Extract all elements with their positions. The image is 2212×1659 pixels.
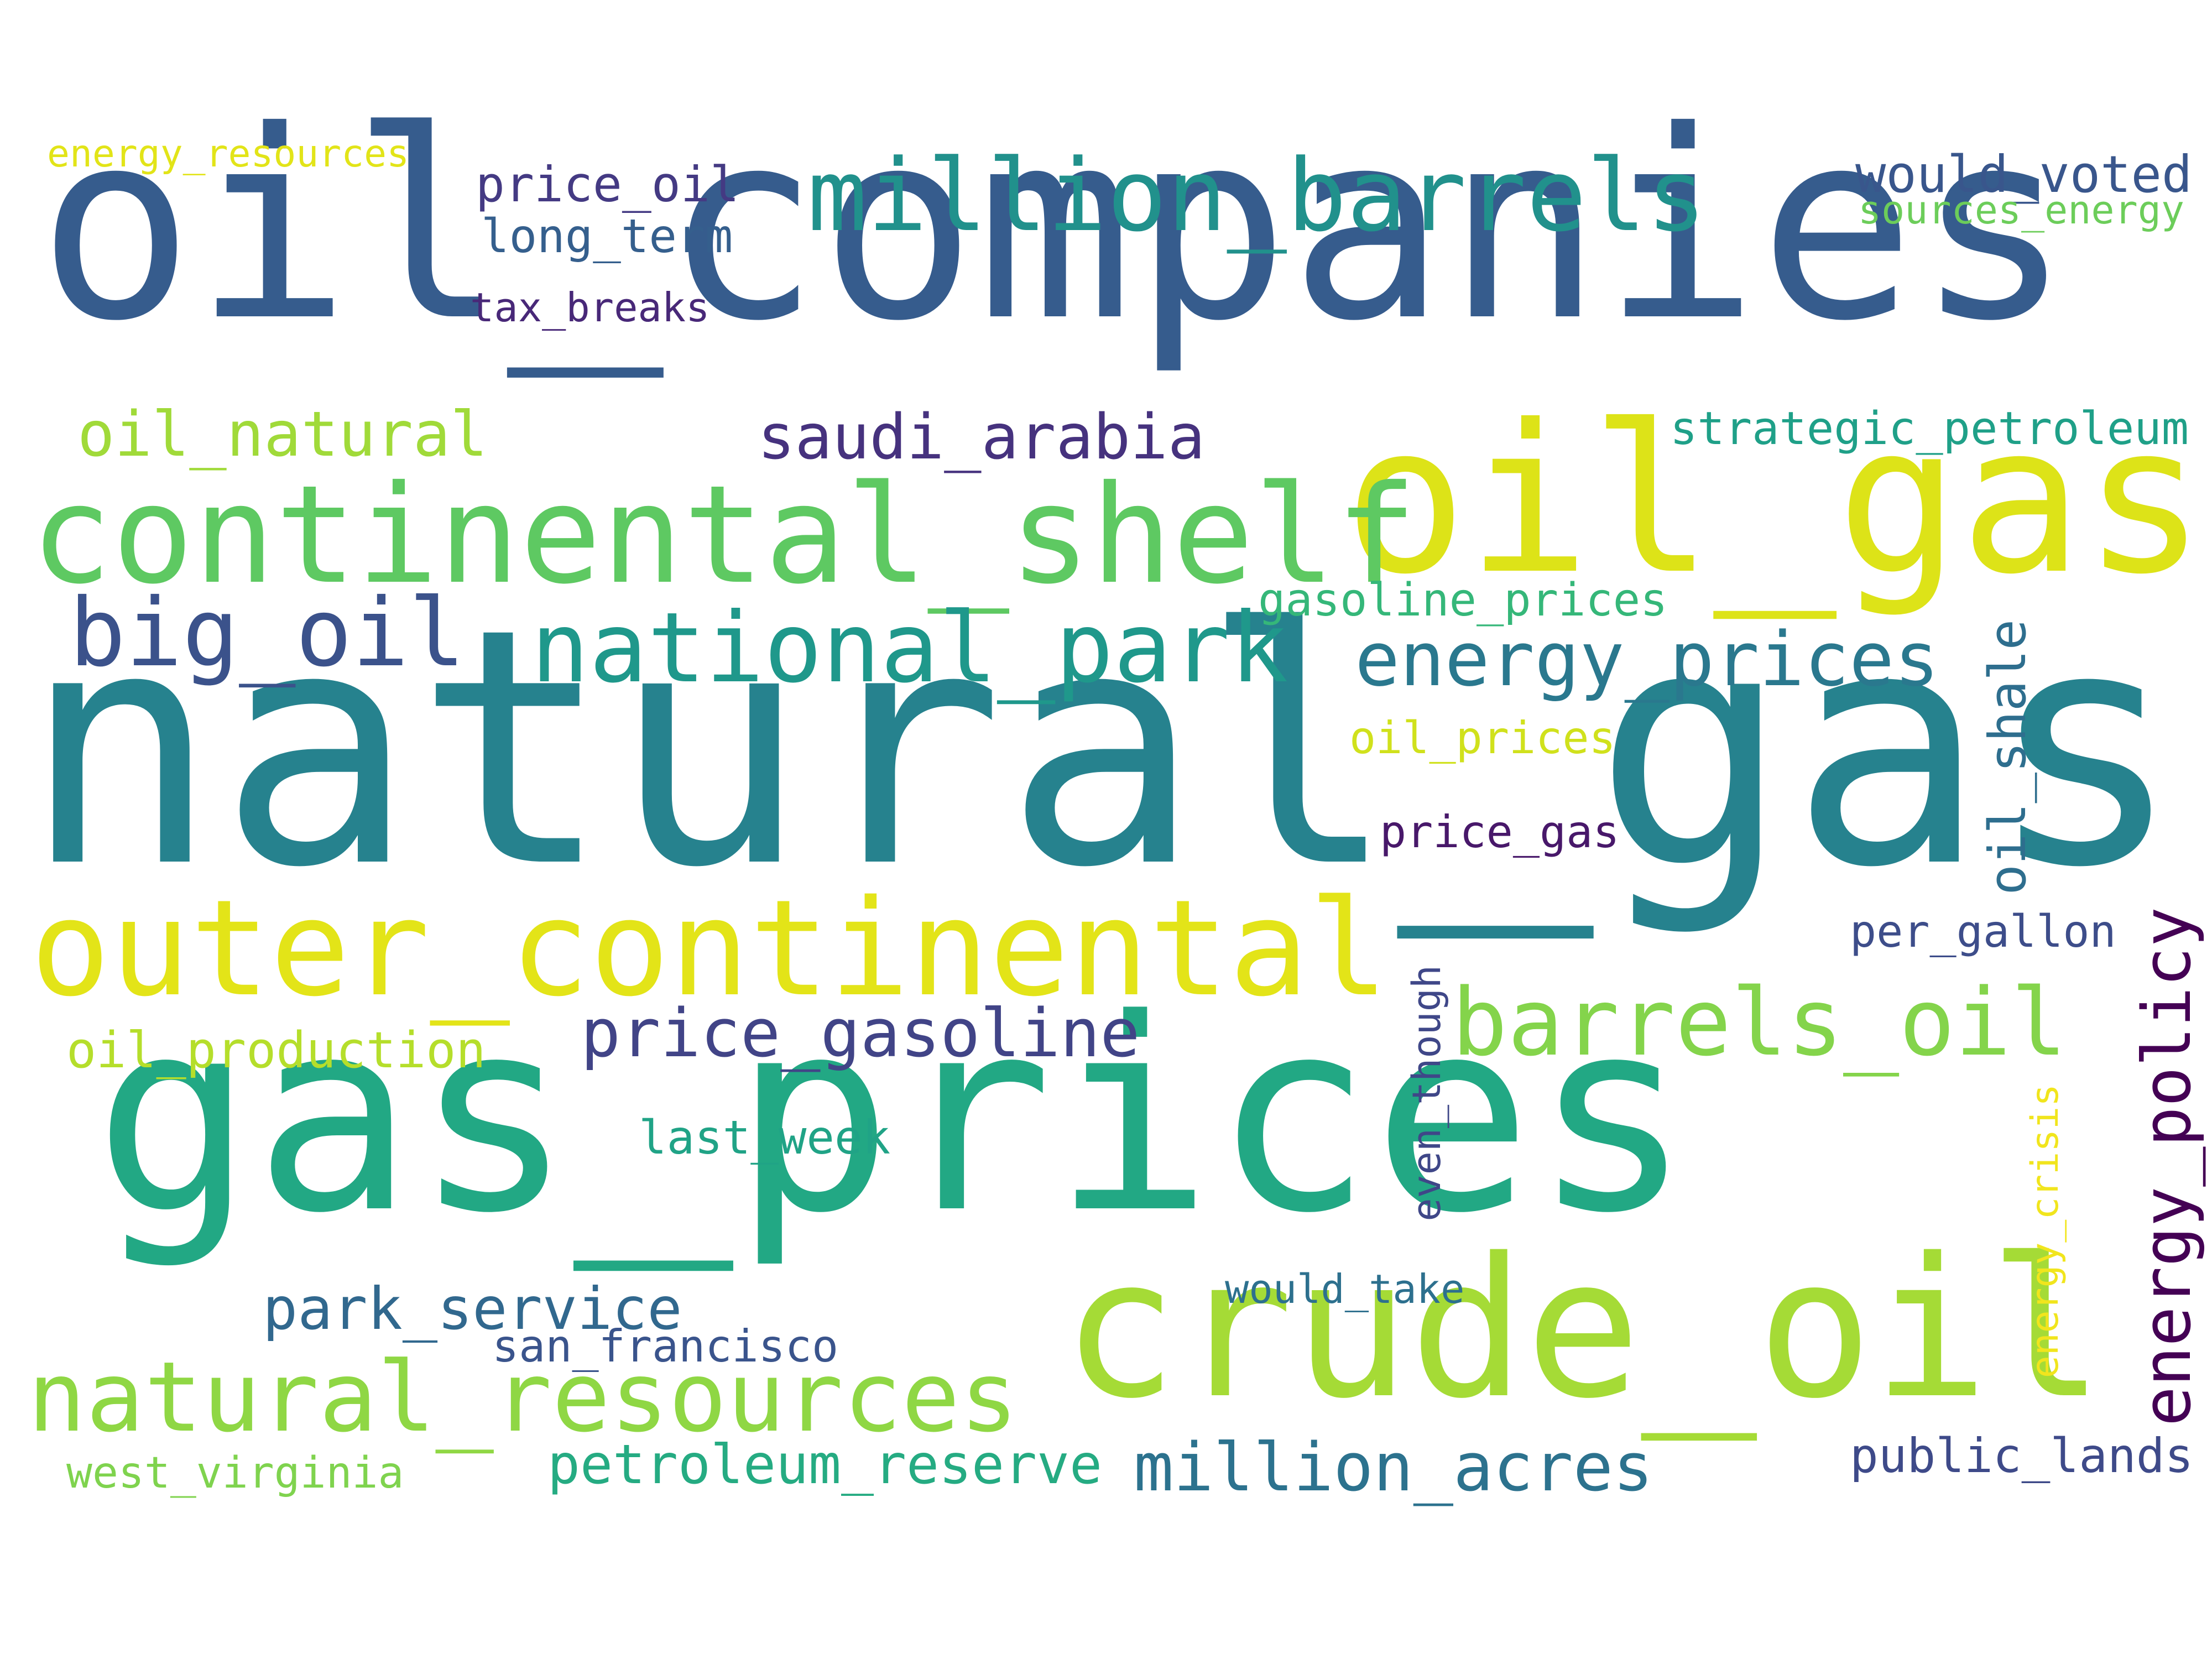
word: energy_resources — [47, 132, 410, 176]
word: long_term — [481, 209, 733, 263]
word: price_oil — [476, 156, 739, 213]
word: outer_continental — [30, 871, 1389, 1026]
word: petroleum_reserve — [547, 1433, 1103, 1496]
word: even_though — [1404, 965, 1449, 1222]
word: oil_prices — [1349, 712, 1616, 764]
word: natural_gas — [22, 559, 2183, 939]
word: gas_prices — [94, 962, 1692, 1271]
word: would_take — [1225, 1266, 1465, 1312]
word: crude_oil — [1062, 1217, 2105, 1441]
word: oil_gas — [1344, 382, 2206, 619]
word: million_acres — [1134, 1430, 1653, 1506]
word: million_barrels — [807, 138, 1707, 254]
word: public_lands — [1850, 1428, 2194, 1484]
word: energy_prices — [1355, 616, 1939, 703]
word: would_voted — [1855, 145, 2193, 204]
word: oil_companies — [38, 75, 2072, 378]
word: energy_crisis — [2023, 1084, 2067, 1379]
word: oil_natural — [77, 399, 488, 471]
word: last_week — [639, 1110, 891, 1165]
word: natural_resources — [28, 1342, 1019, 1454]
word: price_gasoline — [581, 995, 1140, 1072]
word: tax_breaks — [470, 284, 710, 331]
word: big_oil — [69, 578, 466, 688]
word: gasoline_prices — [1258, 574, 1668, 627]
word: strategic_petroleum — [1670, 403, 2189, 455]
word: park_service — [263, 1275, 682, 1343]
word: sources_energy — [1858, 187, 2185, 233]
word: per_gallon — [1850, 906, 2116, 957]
word: saudi_arabia — [758, 401, 1206, 473]
word: west_virginia — [66, 1448, 404, 1498]
word: energy_policy — [2129, 907, 2206, 1427]
word: san_francisco — [492, 1321, 839, 1372]
word: oil_production — [66, 1021, 486, 1079]
word: barrels_oil — [1452, 968, 2067, 1077]
word: continental_shelf — [30, 456, 1417, 614]
word: oil_shale — [1978, 619, 2037, 895]
word: price_gas — [1380, 806, 1620, 858]
word: national_park — [531, 592, 1288, 705]
